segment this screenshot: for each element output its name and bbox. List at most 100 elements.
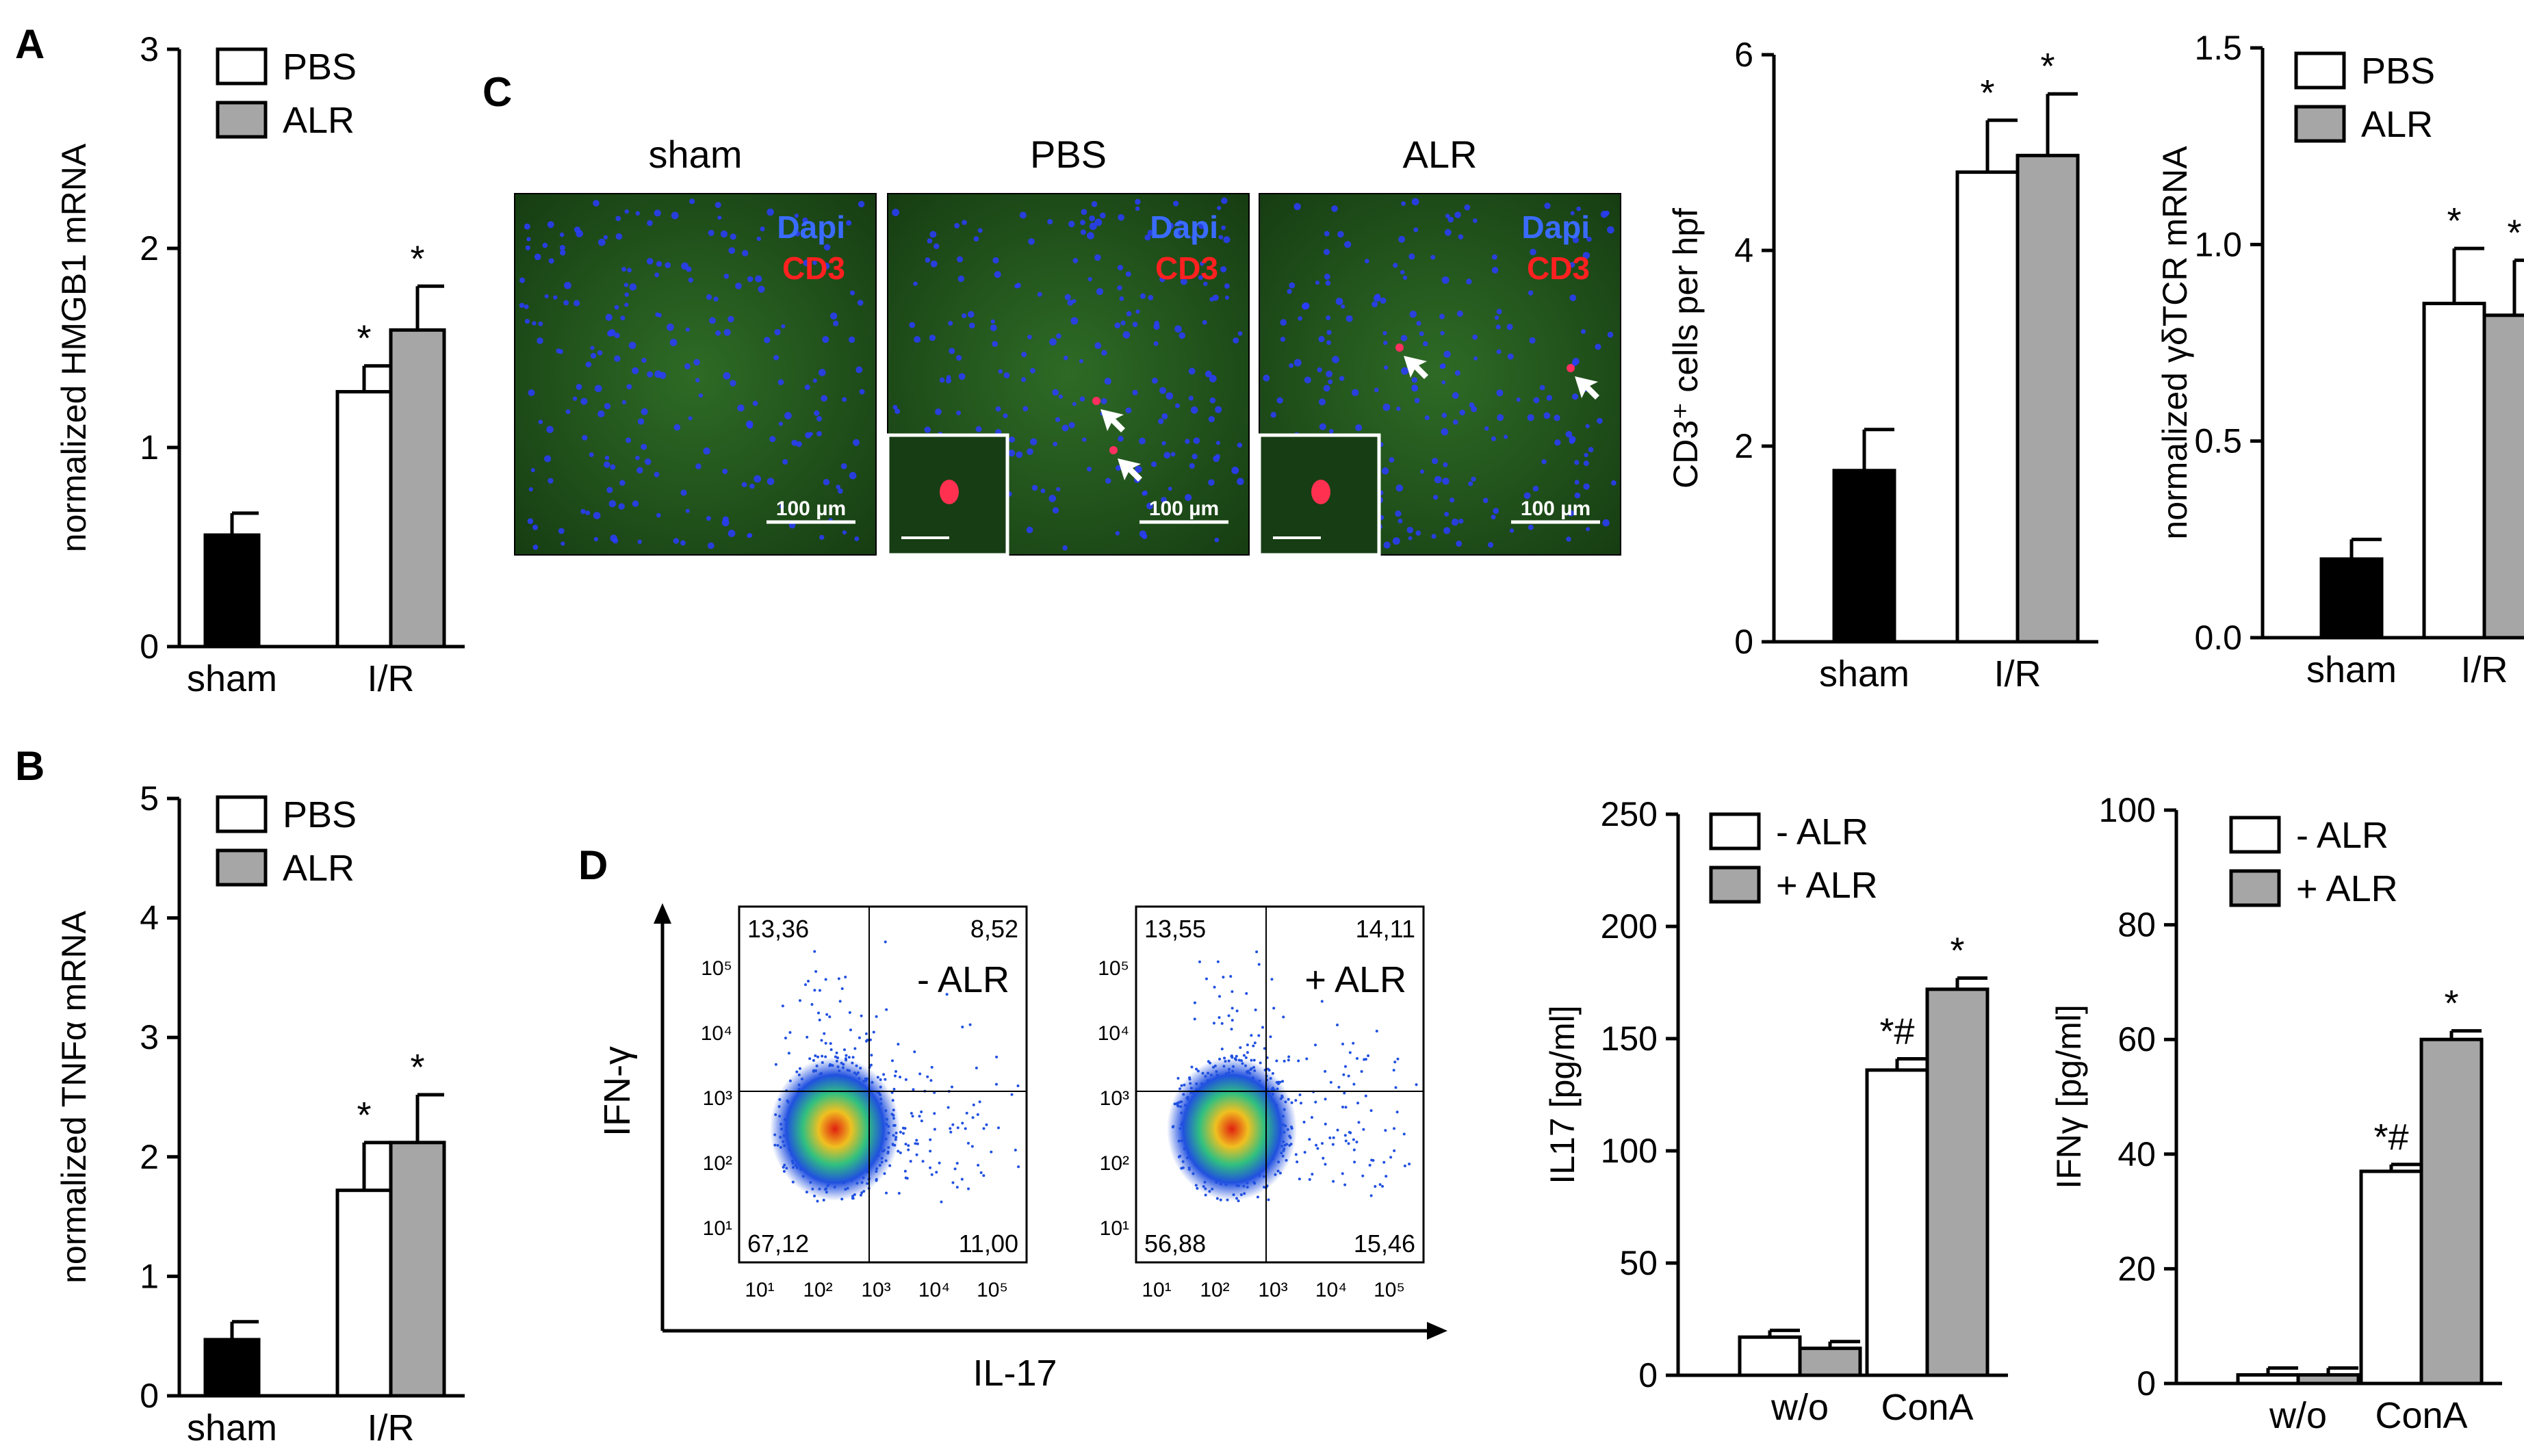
y-tick-label: 0 bbox=[140, 1377, 159, 1415]
cd3-cell bbox=[1109, 446, 1118, 454]
quadrant-upper-left: 13,55 bbox=[1144, 915, 1206, 943]
nucleus bbox=[1452, 392, 1459, 399]
nucleus bbox=[823, 478, 830, 486]
nucleus bbox=[1170, 452, 1176, 457]
nucleus bbox=[1072, 402, 1077, 406]
nucleus bbox=[532, 321, 537, 326]
nucleus bbox=[1473, 218, 1478, 223]
nucleus bbox=[1040, 489, 1046, 493]
event-dot bbox=[824, 1041, 827, 1045]
nucleus bbox=[641, 443, 647, 450]
event-dot bbox=[870, 1054, 873, 1057]
nucleus bbox=[1142, 491, 1147, 496]
nucleus bbox=[1139, 293, 1146, 299]
nucleus bbox=[1574, 492, 1581, 499]
nucleus bbox=[1487, 542, 1494, 548]
nucleus bbox=[1323, 385, 1330, 392]
nucleus bbox=[1016, 451, 1023, 458]
nucleus bbox=[629, 283, 637, 291]
nucleus bbox=[559, 245, 565, 251]
event-dot bbox=[1369, 1194, 1373, 1197]
nucleus bbox=[614, 355, 621, 362]
nucleus bbox=[654, 209, 661, 217]
bar bbox=[203, 533, 261, 649]
nucleus bbox=[1190, 406, 1198, 414]
event-dot bbox=[903, 1169, 907, 1173]
event-dot bbox=[955, 982, 958, 985]
event-dot bbox=[918, 1072, 922, 1076]
event-dot bbox=[1231, 990, 1234, 993]
nucleus bbox=[929, 335, 936, 341]
event-dot bbox=[930, 1065, 933, 1069]
nucleus bbox=[1441, 380, 1446, 385]
significance-marker: * bbox=[2507, 212, 2521, 253]
event-dot bbox=[1193, 1017, 1196, 1021]
nucleus bbox=[1583, 483, 1590, 490]
nucleus bbox=[1287, 289, 1292, 294]
event-dot bbox=[893, 1074, 897, 1078]
event-dot bbox=[894, 1070, 898, 1074]
nucleus bbox=[1528, 290, 1534, 296]
nucleus bbox=[1029, 438, 1038, 445]
event-dot bbox=[1352, 1138, 1355, 1141]
nucleus bbox=[1198, 222, 1206, 229]
event-dot bbox=[1324, 1162, 1327, 1166]
nucleus bbox=[619, 480, 626, 486]
scale-bar-label: 100 µm bbox=[1149, 497, 1219, 520]
nucleus bbox=[1293, 359, 1302, 367]
nucleus bbox=[930, 260, 938, 268]
event-dot bbox=[1227, 1014, 1231, 1017]
arrow-icon bbox=[1100, 409, 1125, 432]
flow-y-tick: 10³ bbox=[703, 1087, 732, 1110]
nucleus bbox=[1220, 265, 1227, 273]
nucleus bbox=[1491, 436, 1497, 441]
nucleus bbox=[1440, 363, 1446, 369]
event-dot bbox=[803, 983, 807, 987]
nucleus bbox=[1158, 418, 1164, 424]
nucleus bbox=[1383, 365, 1389, 370]
nucleus bbox=[1607, 226, 1614, 234]
event-dot bbox=[956, 1126, 960, 1130]
nucleus bbox=[767, 208, 774, 216]
nucleus bbox=[968, 322, 975, 329]
event-dot bbox=[1245, 992, 1248, 996]
bar bbox=[2422, 302, 2486, 640]
event-dot bbox=[985, 1123, 988, 1126]
nucleus bbox=[812, 378, 817, 383]
event-dot bbox=[885, 1191, 888, 1195]
nucleus bbox=[1400, 335, 1408, 341]
flow-x-tick: 10¹ bbox=[1142, 1279, 1171, 1301]
event-dot bbox=[897, 1043, 900, 1046]
event-dot bbox=[916, 1142, 919, 1145]
event-dot bbox=[885, 1008, 888, 1011]
nucleus bbox=[1595, 343, 1601, 350]
nucleus bbox=[1326, 370, 1332, 378]
nucleus bbox=[1434, 476, 1442, 484]
bar bbox=[1738, 1335, 1802, 1377]
nucleus bbox=[654, 272, 660, 278]
y-tick-label: 2 bbox=[140, 1138, 159, 1176]
flow-y-tick: 10² bbox=[703, 1152, 732, 1175]
event-dot bbox=[1332, 1180, 1335, 1183]
nucleus bbox=[818, 369, 826, 376]
flow-x-tick: 10⁵ bbox=[977, 1279, 1008, 1301]
nucleus bbox=[1089, 215, 1095, 222]
bar bbox=[1955, 170, 2020, 644]
event-dot bbox=[784, 1037, 787, 1040]
nucleus bbox=[1337, 231, 1344, 238]
event-dot bbox=[961, 1121, 964, 1125]
event-dot bbox=[897, 1191, 901, 1195]
nucleus bbox=[1159, 276, 1166, 283]
nucleus bbox=[1332, 356, 1339, 363]
nucleus bbox=[1132, 322, 1138, 328]
nucleus bbox=[833, 320, 839, 326]
y-tick-label: 1 bbox=[140, 1257, 159, 1295]
nucleus bbox=[819, 534, 825, 541]
nucleus bbox=[956, 411, 962, 415]
event-dot bbox=[965, 1111, 968, 1115]
event-dot bbox=[814, 970, 818, 973]
nucleus bbox=[1218, 235, 1224, 240]
event-dot bbox=[1389, 1156, 1393, 1159]
event-dot bbox=[1324, 1069, 1327, 1073]
nucleus bbox=[760, 226, 765, 232]
